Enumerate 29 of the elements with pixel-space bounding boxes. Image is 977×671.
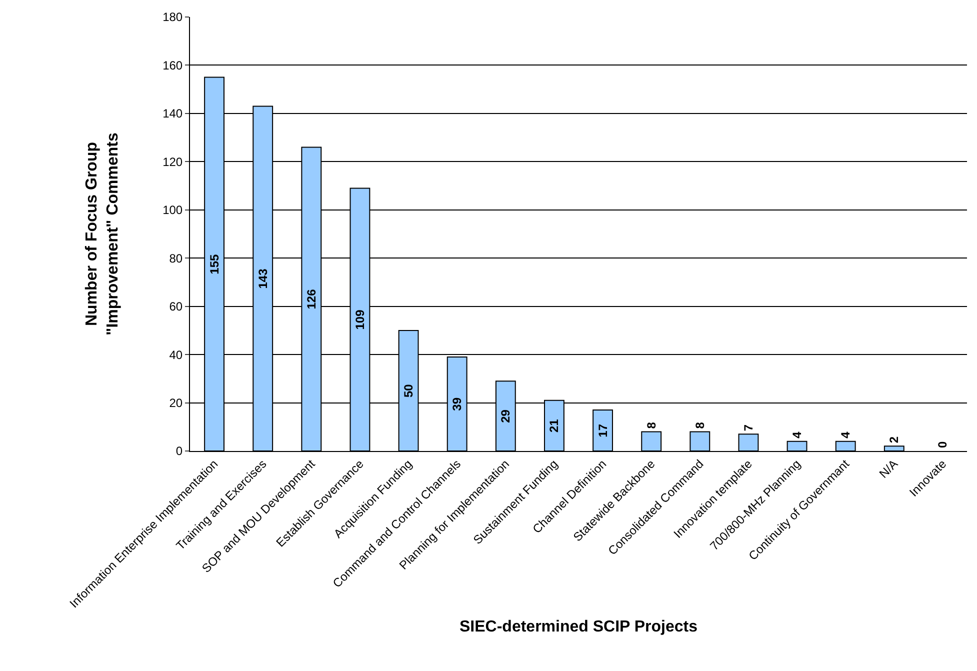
data-label: 7 (741, 424, 756, 432)
data-label: 8 (692, 422, 707, 429)
data-label: 50 (402, 384, 416, 398)
x-tick-label: N/A (876, 456, 901, 481)
data-label: 126 (304, 288, 318, 310)
y-tick-label: 180 (162, 10, 183, 24)
x-axis-title: SIEC-determined SCIP Projects (460, 618, 698, 636)
y-tick-label: 40 (169, 348, 183, 362)
data-label: 109 (352, 309, 367, 330)
y-tick-label: 160 (162, 58, 183, 72)
y-tick-label: 20 (169, 396, 183, 410)
data-label: 2 (887, 436, 902, 444)
data-label: 0 (936, 441, 950, 448)
y-tick-label: 60 (169, 300, 183, 314)
y-tick-label: 80 (169, 251, 183, 266)
y-tick-label: 0 (176, 444, 183, 458)
y-tick-label: 100 (162, 203, 183, 218)
data-label: 29 (498, 409, 513, 423)
data-label: 39 (450, 397, 464, 411)
data-label: 155 (207, 254, 222, 274)
y-tick-label: 120 (162, 154, 183, 169)
y-tick-label: 140 (162, 106, 183, 121)
data-label: 143 (256, 268, 270, 289)
data-label: 21 (547, 418, 562, 433)
data-label: 4 (838, 431, 853, 438)
data-label: 4 (790, 431, 804, 438)
data-label: 8 (644, 422, 658, 429)
data-label: 17 (596, 424, 610, 438)
y-axis-title: Number of Focus Group "Improvement" Comments (84, 132, 122, 336)
